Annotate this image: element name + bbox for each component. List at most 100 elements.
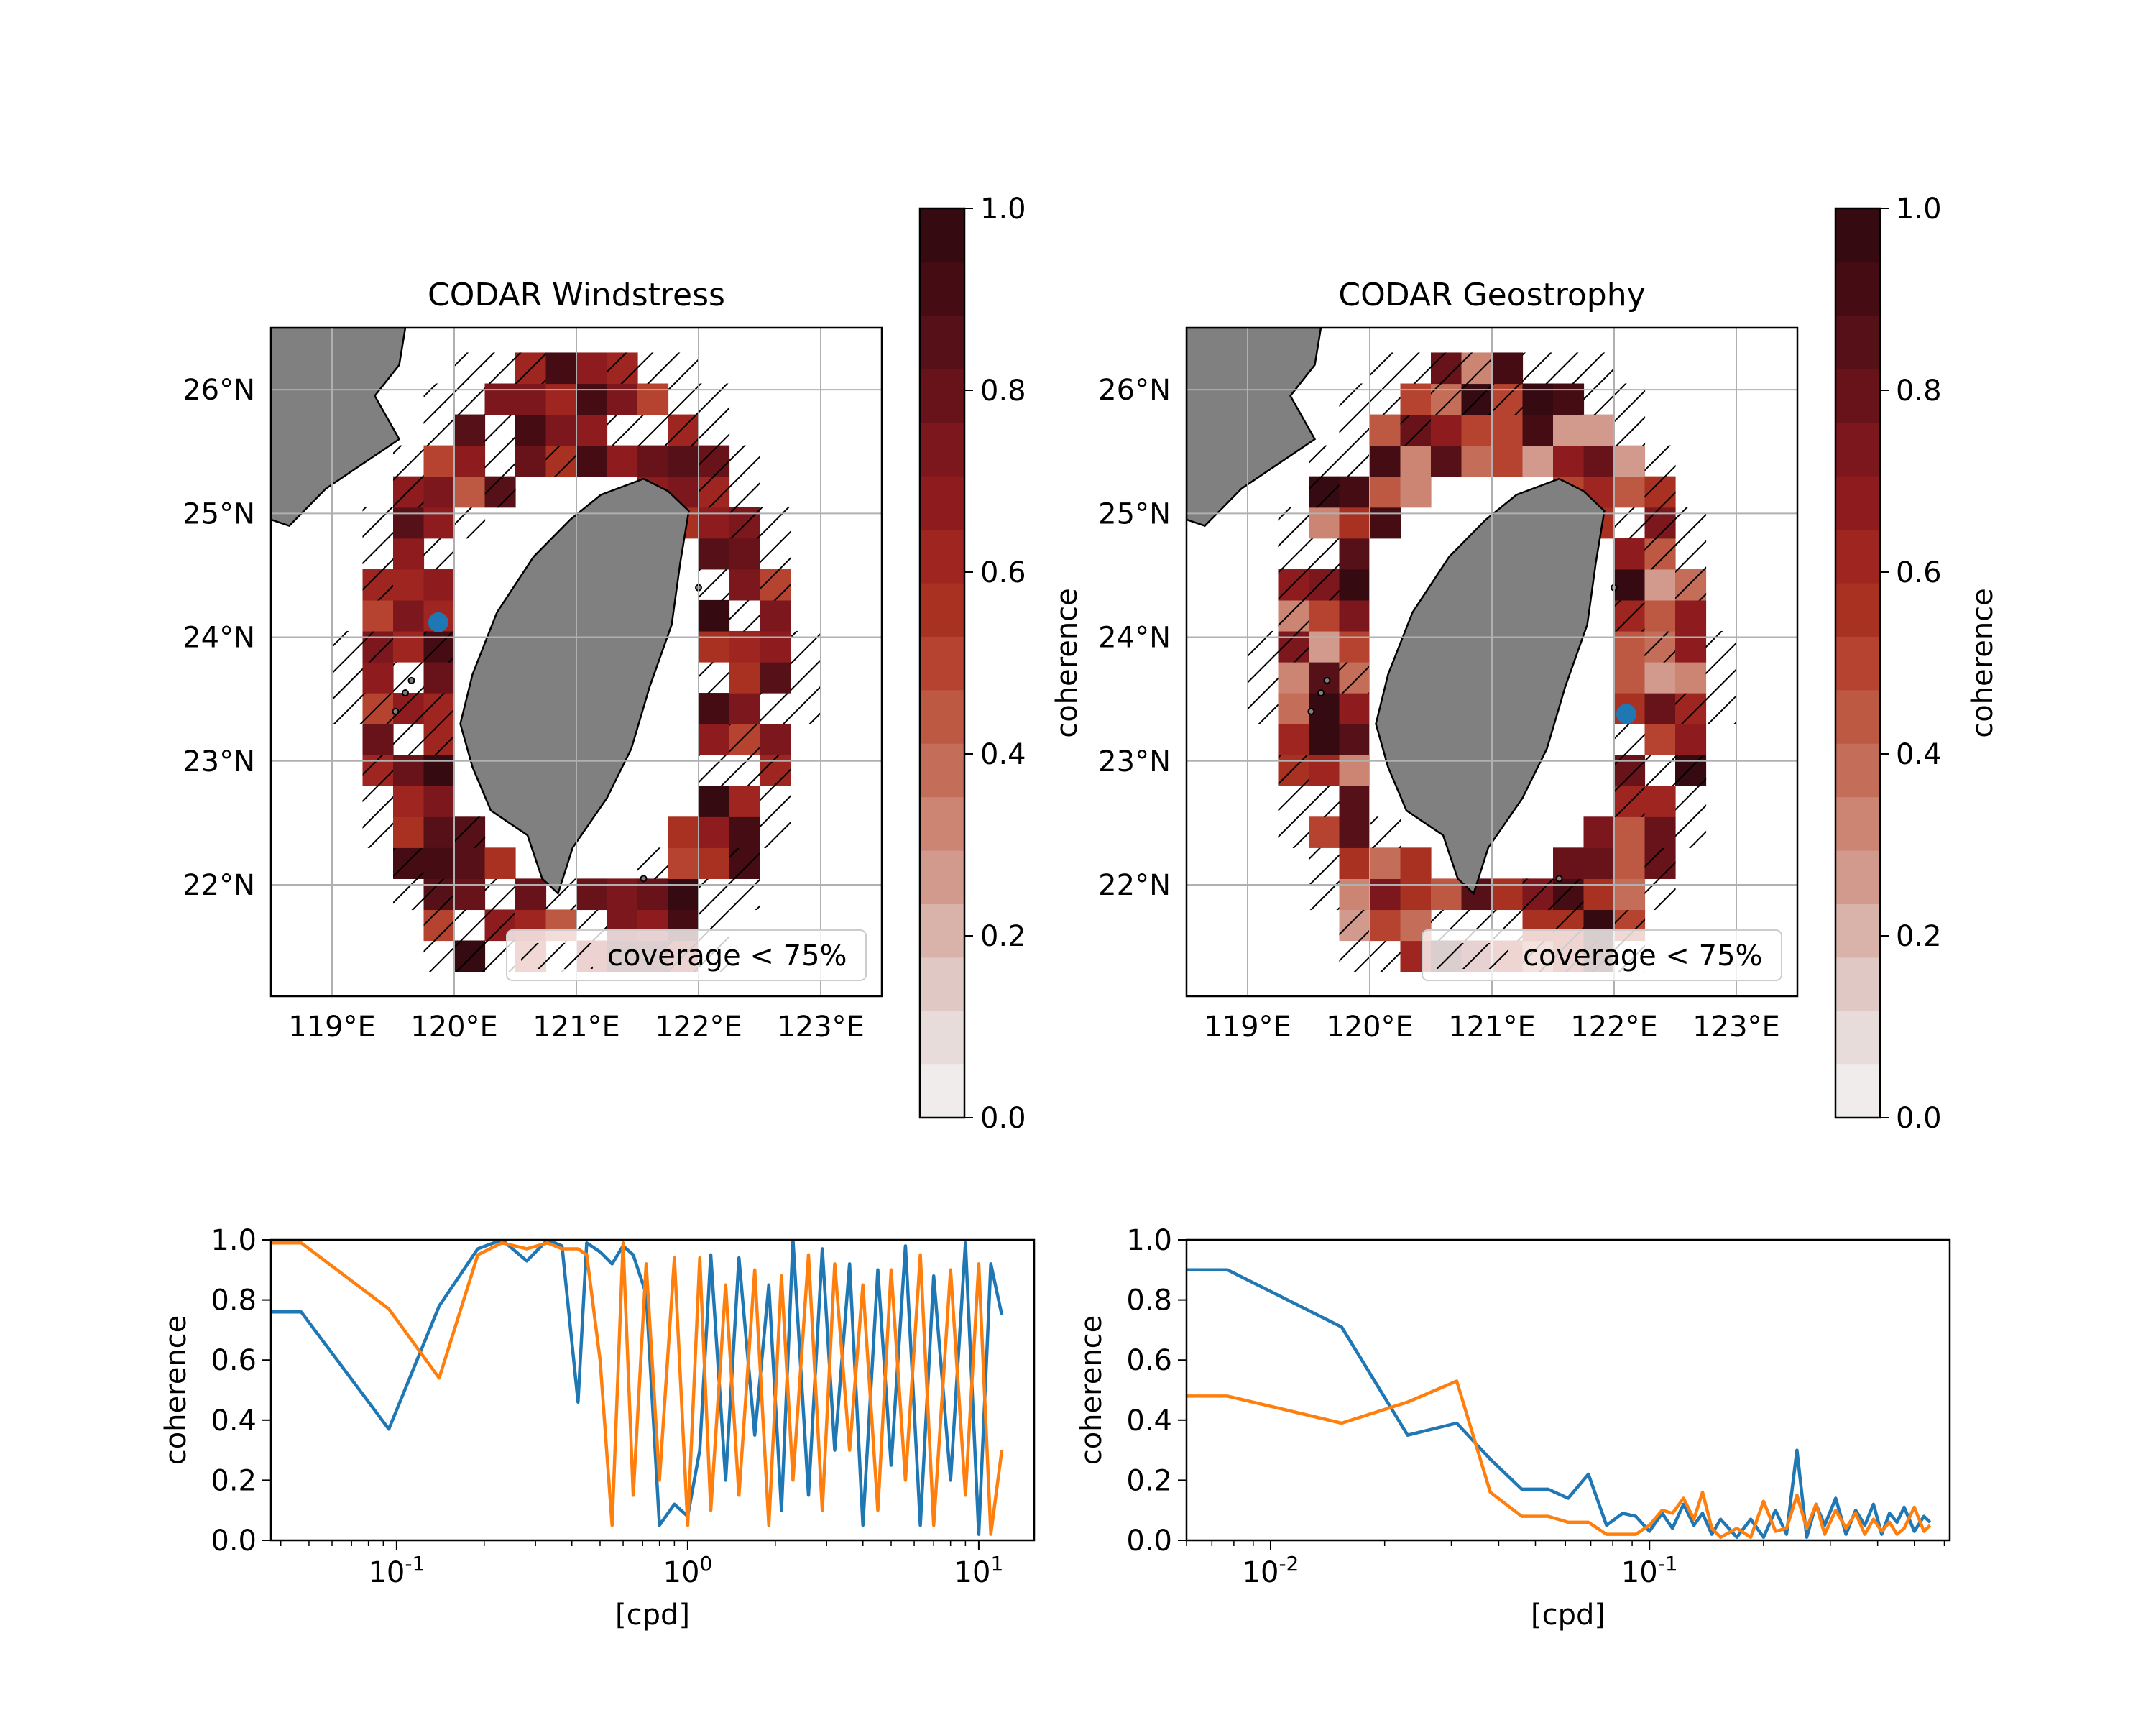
coherence-cell bbox=[515, 383, 547, 415]
colorbar-swatch bbox=[1835, 1064, 1880, 1118]
x-tick-label: 120°E bbox=[1326, 1011, 1414, 1044]
colorbar-swatch bbox=[1835, 529, 1880, 584]
x-tick-label: 120°E bbox=[410, 1011, 498, 1044]
colorbar-swatch bbox=[920, 422, 964, 477]
coherence-cell bbox=[454, 878, 486, 911]
low-coverage-hatch bbox=[760, 538, 791, 570]
coherence-cell bbox=[699, 724, 730, 755]
colorbar: 0.0 0.2 0.4 0.6 0.8 1.0 coherence bbox=[1834, 193, 1999, 1135]
coherence-cell bbox=[393, 755, 425, 786]
legend-box bbox=[1422, 929, 1782, 981]
coherence-cell bbox=[423, 816, 455, 848]
low-coverage-hatch bbox=[393, 693, 425, 724]
map-panel-geostrophy: CODAR Geostrophy 119°E 120°E 121°E 122°E 123… bbox=[1098, 193, 1999, 1135]
low-coverage-hatch bbox=[1248, 662, 1279, 694]
mainland-coast bbox=[271, 328, 407, 528]
coherence-cell bbox=[1278, 724, 1309, 755]
station-marker bbox=[428, 612, 448, 632]
colorbar-frame bbox=[918, 207, 966, 1119]
coherence-cell bbox=[454, 476, 486, 508]
low-coverage-hatch bbox=[1553, 352, 1585, 385]
coherence-cell bbox=[423, 569, 455, 601]
low-coverage-hatch bbox=[668, 414, 699, 446]
map-frame bbox=[1185, 326, 1799, 998]
x-tick-label: 10-2 bbox=[1243, 1552, 1299, 1589]
coherence-cell bbox=[423, 786, 455, 817]
coherence-cell bbox=[576, 352, 608, 385]
low-coverage-hatch bbox=[1522, 352, 1554, 385]
low-coverage-hatch bbox=[1339, 909, 1370, 942]
low-coverage-hatch bbox=[699, 445, 730, 477]
coherence-cell bbox=[637, 878, 669, 911]
low-coverage-hatch bbox=[1309, 445, 1340, 477]
coherence-cell bbox=[1644, 816, 1676, 848]
coherence-cell bbox=[1431, 445, 1462, 477]
coherence-cell bbox=[1309, 693, 1340, 724]
low-coverage-hatch bbox=[454, 352, 486, 385]
coherence-cell bbox=[1614, 476, 1646, 508]
low-coverage-hatch bbox=[332, 693, 364, 724]
coherence-cell bbox=[699, 786, 730, 817]
low-coverage-hatch bbox=[1614, 507, 1646, 539]
low-coverage-hatch bbox=[699, 414, 730, 446]
coherence-cell bbox=[607, 878, 638, 911]
low-coverage-hatch bbox=[760, 816, 791, 848]
colorbar-swatch bbox=[1835, 957, 1880, 1011]
coherence-cell bbox=[1309, 724, 1340, 755]
colorbar-frame bbox=[1834, 207, 1881, 1119]
coherence-cell bbox=[699, 630, 730, 663]
coherence-cell bbox=[423, 507, 455, 539]
colorbar-swatch bbox=[920, 903, 964, 958]
low-coverage-hatch bbox=[1614, 724, 1646, 755]
coherence-cell bbox=[1370, 507, 1401, 539]
map-title: CODAR Geostrophy bbox=[1338, 277, 1645, 313]
colorbar-tick-label: 0.4 bbox=[980, 738, 1026, 771]
legend-label: coverage < 75% bbox=[1523, 939, 1763, 972]
coherence-cell bbox=[1370, 414, 1401, 446]
legend-hatch-swatch bbox=[1437, 943, 1508, 969]
low-coverage-hatch bbox=[1370, 352, 1401, 385]
low-coverage-hatch bbox=[729, 878, 760, 911]
colorbar-swatch bbox=[920, 1064, 964, 1118]
map-axes: 119°E 120°E 121°E 122°E 123°E 22°N 23°N 24°N 25°… bbox=[183, 374, 865, 1044]
low-coverage-hatch bbox=[1644, 847, 1676, 879]
coherence-cell bbox=[1461, 445, 1493, 477]
low-coverage-hatch bbox=[1675, 693, 1707, 724]
low-coverage-hatch bbox=[484, 352, 516, 385]
plot-frame bbox=[1185, 1238, 1951, 1542]
low-coverage-hatch bbox=[729, 445, 760, 477]
low-coverage-hatch bbox=[423, 538, 455, 570]
coherence-cell bbox=[1400, 847, 1432, 879]
low-coverage-hatch bbox=[1675, 569, 1707, 601]
coherence-cell bbox=[1553, 383, 1585, 415]
colorbar-swatch bbox=[920, 796, 964, 851]
coherence-cell bbox=[1309, 755, 1340, 786]
colorbar-swatch bbox=[1835, 262, 1880, 316]
x-tick-label: 100 bbox=[663, 1552, 713, 1589]
coherence-cell bbox=[1339, 693, 1370, 724]
coherence-cell bbox=[1492, 414, 1524, 446]
low-coverage-hatch bbox=[1705, 662, 1737, 694]
coherence-cell bbox=[760, 724, 791, 755]
low-coverage-hatch bbox=[1370, 940, 1401, 972]
coherence-cell bbox=[1583, 816, 1615, 848]
coherence-cell bbox=[668, 878, 699, 911]
colorbar-swatch bbox=[920, 957, 964, 1011]
coherence-cell bbox=[1400, 445, 1432, 477]
legend-box bbox=[506, 929, 867, 981]
low-coverage-hatch bbox=[1461, 352, 1493, 385]
small-island bbox=[1317, 689, 1325, 697]
colorbar-swatch bbox=[920, 208, 964, 263]
low-coverage-hatch bbox=[1339, 940, 1370, 972]
colorbar-tick-label: 0.6 bbox=[980, 556, 1026, 589]
colorbar-swatch bbox=[1835, 689, 1880, 744]
colorbar-swatch bbox=[1835, 315, 1880, 369]
taiwan-island bbox=[1375, 477, 1606, 896]
low-coverage-hatch bbox=[1705, 630, 1737, 663]
coherence-cell bbox=[1339, 599, 1370, 632]
low-coverage-hatch bbox=[393, 476, 425, 508]
coherence-cell bbox=[1614, 538, 1646, 570]
coherence-cell bbox=[1370, 445, 1401, 477]
low-coverage-hatch bbox=[1583, 352, 1615, 385]
low-coverage-hatch bbox=[760, 786, 791, 817]
